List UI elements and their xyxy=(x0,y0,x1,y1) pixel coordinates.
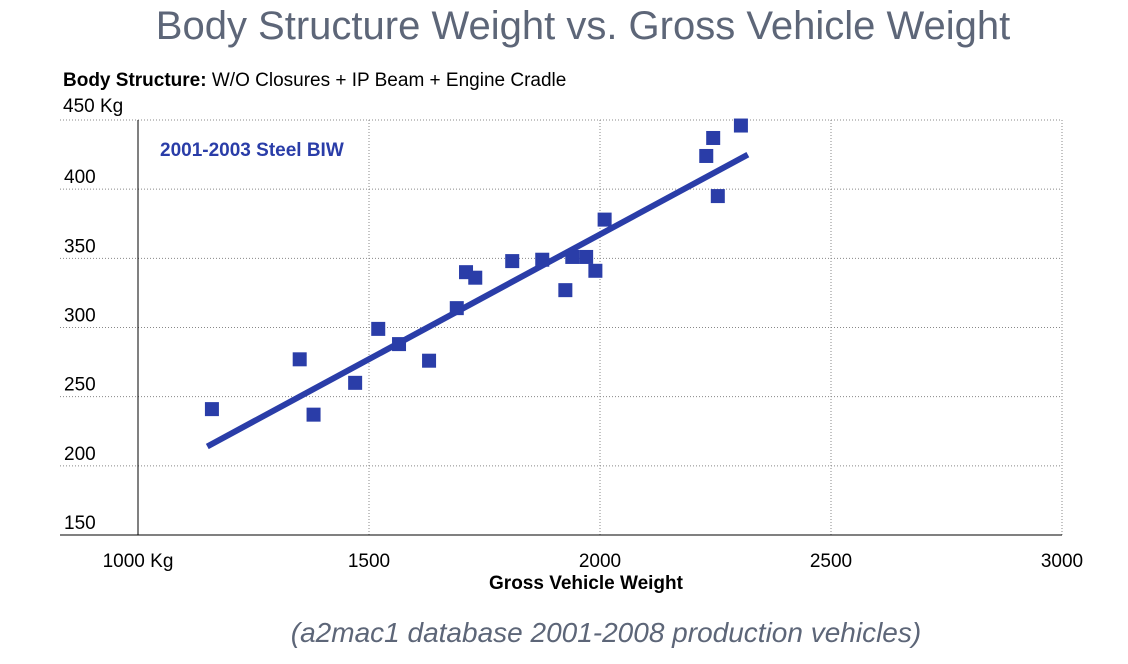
x-tick-label: 1000 Kg xyxy=(103,551,174,572)
x-tick-label: 1500 xyxy=(348,551,390,572)
series-label: 2001-2003 Steel BIW xyxy=(160,140,344,161)
y-tick-label: 400 xyxy=(64,167,96,188)
data-point xyxy=(204,402,219,417)
data-point xyxy=(449,301,464,316)
data-point xyxy=(706,130,721,145)
y-tick-label: 350 xyxy=(64,236,96,257)
y-tick-label: 250 xyxy=(64,375,96,396)
x-tick-label: 2500 xyxy=(810,551,852,572)
data-point xyxy=(292,352,307,367)
data-point xyxy=(588,263,603,278)
chart-title: Body Structure Weight vs. Gross Vehicle … xyxy=(155,4,1011,48)
data-point xyxy=(422,353,437,368)
chart-subtitle: Body Structure: W/O Closures + IP Beam +… xyxy=(63,70,566,92)
data-point xyxy=(306,407,321,422)
data-point xyxy=(710,189,725,204)
data-point xyxy=(733,118,748,133)
y-axis-top-label: 450 Kg xyxy=(63,96,124,117)
x-tick-label: 2000 xyxy=(579,551,621,572)
data-point xyxy=(392,337,407,352)
data-point xyxy=(468,270,483,285)
y-tick-label: 300 xyxy=(64,306,96,327)
data-point xyxy=(597,212,612,227)
subtitle-label: Body Structure: xyxy=(63,70,207,91)
footnote: (a2mac1 database 2001-2008 production ve… xyxy=(290,617,922,648)
data-point xyxy=(505,254,520,269)
data-point xyxy=(371,321,386,336)
data-point xyxy=(579,249,594,264)
trend-line xyxy=(205,151,750,450)
y-tick-label: 200 xyxy=(64,444,96,465)
data-point xyxy=(535,252,550,267)
y-tick-label: 150 xyxy=(64,513,96,534)
data-point xyxy=(565,249,580,264)
x-axis-label: Gross Vehicle Weight xyxy=(489,573,684,594)
data-point xyxy=(558,283,573,298)
data-point xyxy=(699,148,714,163)
subtitle-text: W/O Closures + IP Beam + Engine Cradle xyxy=(206,70,567,91)
x-tick-label: 3000 xyxy=(1041,551,1083,572)
data-point xyxy=(348,375,363,390)
